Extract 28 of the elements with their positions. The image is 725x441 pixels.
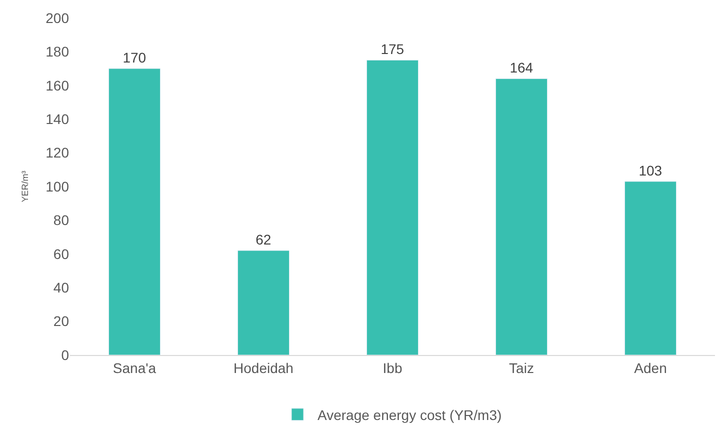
y-axis-title: YER/m³ [20, 170, 30, 202]
y-tick-label: 140 [46, 111, 70, 127]
data-label: 103 [638, 162, 662, 178]
y-tick-label: 120 [46, 144, 70, 161]
data-label: 175 [380, 41, 404, 58]
x-tick-label: Sana'a [112, 360, 156, 376]
bar [495, 78, 548, 355]
bar [108, 68, 161, 355]
x-tick-label: Hodeidah [234, 360, 294, 376]
bar [624, 181, 677, 355]
y-tick-label: 100 [46, 178, 70, 194]
bar [366, 60, 419, 355]
y-tick-label: 200 [46, 10, 70, 26]
y-tick-label: 160 [46, 77, 70, 94]
x-tick-label: Ibb [382, 360, 402, 376]
y-tick-label: 60 [53, 246, 70, 262]
x-tick-label: Taiz [509, 360, 534, 376]
y-tick-label: 80 [53, 212, 70, 228]
y-tick-label: 20 [53, 313, 70, 330]
legend-label: Average energy cost (YR/m3) [318, 406, 502, 423]
y-tick-label: 0 [61, 346, 70, 363]
data-label: 62 [256, 232, 272, 248]
y-tick-label: 180 [46, 44, 70, 60]
data-label: 170 [122, 50, 146, 66]
x-tick-label: Aden [634, 360, 667, 376]
bar [237, 250, 290, 355]
data-label: 164 [510, 60, 534, 76]
y-tick-label: 40 [53, 280, 70, 296]
